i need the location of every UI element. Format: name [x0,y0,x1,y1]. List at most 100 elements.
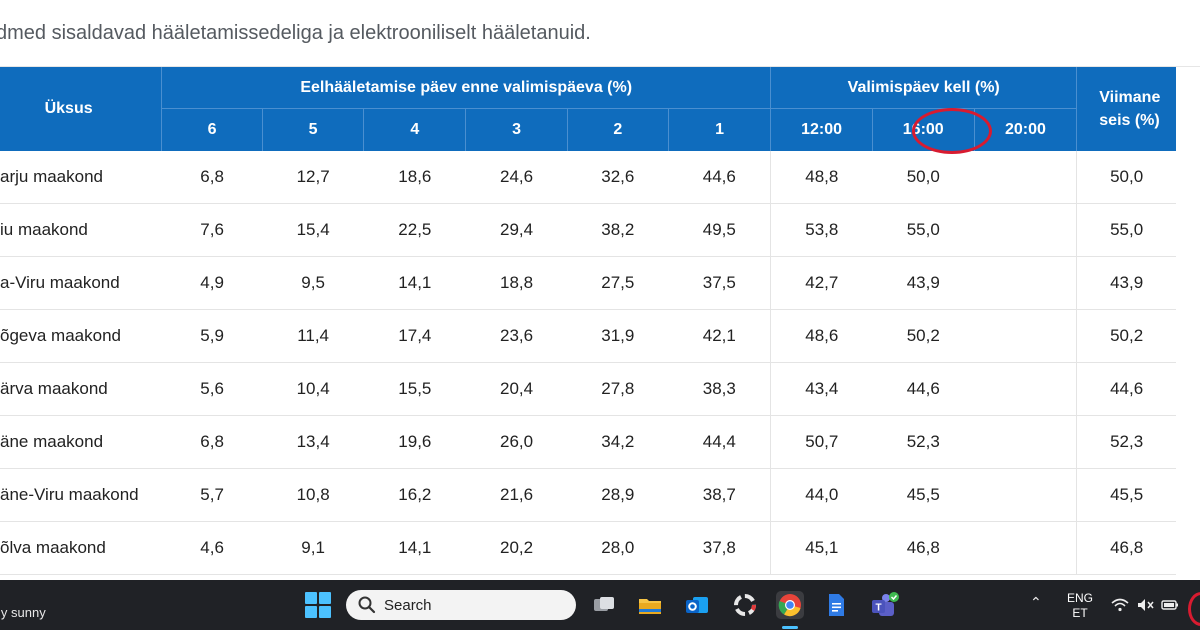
table-cell: 52,3 [872,415,975,469]
table-cell: 53,8 [770,203,873,257]
active-app-indicator [782,626,798,629]
app-icon[interactable] [731,591,759,619]
table-cell: 7,6 [161,203,263,257]
windows-taskbar: ly sunny Search [0,580,1200,630]
table-cell: 15,5 [363,362,466,416]
table-cell: 19,6 [363,415,466,469]
table-cell [974,256,1077,310]
table-cell: 5,7 [161,468,263,522]
table-cell: 31,9 [567,309,669,363]
early-day-header: 1 [667,108,771,151]
row-unit-name: õgeva maakond [0,309,162,363]
table-cell: 10,4 [262,362,364,416]
table-cell: 6,8 [161,151,263,204]
table-cell: 13,4 [262,415,364,469]
speaker-muted-icon[interactable] [1135,595,1155,615]
table-cell: 5,6 [161,362,263,416]
windows-start-icon[interactable] [305,592,331,618]
table-row: äne-Viru maakond 5,7 10,8 16,2 21,6 28,9 38,7 4… [0,468,1176,522]
table-cell [974,151,1077,204]
weather-widget[interactable]: ly sunny [0,605,46,620]
election-day-header: Valimispäev kell (%) [770,67,1077,109]
language-line-2: ET [1072,606,1088,620]
row-unit-name: äne-Viru maakond [0,468,162,522]
table-cell: 6,8 [161,415,263,469]
table-cell: 38,2 [567,203,669,257]
table-cell: 15,4 [262,203,364,257]
table-cell [974,521,1077,575]
early-day-header: 6 [161,108,263,151]
input-language-indicator[interactable]: ENG ET [1066,591,1094,621]
table-cell: 20,4 [465,362,568,416]
wifi-icon[interactable] [1110,595,1130,615]
table-row: arju maakond 6,8 12,7 18,6 24,6 32,6 44,6 48,8 5… [0,151,1176,204]
table-cell: 43,9 [1076,256,1176,310]
table-cell: 50,0 [872,151,975,204]
turnout-table: Üksus Eelhääletamise päev enne valimispä… [0,67,1176,575]
chrome-icon[interactable] [776,591,804,619]
table-cell: 4,9 [161,256,263,310]
table-cell: 14,1 [363,256,466,310]
row-unit-name: õlva maakond [0,521,162,575]
table-cell: 52,3 [1076,415,1176,469]
teams-icon[interactable]: T [868,591,902,619]
show-hidden-icons-chevron-icon[interactable]: ⌃ [1030,594,1042,610]
table-cell: 48,6 [770,309,873,363]
table-cell [974,362,1077,416]
table-cell [974,415,1077,469]
table-cell [974,203,1077,257]
row-unit-name: äne maakond [0,415,162,469]
table-cell [974,468,1077,522]
table-cell: 21,6 [465,468,568,522]
table-cell: 24,6 [465,151,568,204]
latest-status-header-line1: Viimane [1099,89,1161,106]
early-voting-header: Eelhääletamise päev enne valimispäeva (%… [161,67,771,109]
svg-text:T: T [875,603,881,614]
early-day-header: 5 [261,108,364,151]
search-icon [358,596,376,614]
docs-icon[interactable] [822,591,850,619]
table-cell: 14,1 [363,521,466,575]
outlook-icon[interactable] [683,591,711,619]
table-row: õgeva maakond 5,9 11,4 17,4 23,6 31,9 42,1 48,6… [0,309,1176,363]
table-cell: 44,6 [1076,362,1176,416]
table-cell: 44,4 [668,415,771,469]
table-cell: 27,8 [567,362,669,416]
divider [0,66,1200,67]
row-unit-name: iu maakond [0,203,162,257]
table-cell: 55,0 [872,203,975,257]
file-explorer-icon[interactable] [636,591,664,619]
table-row: ärva maakond 5,6 10,4 15,5 20,4 27,8 38,3 43,4 4… [0,362,1176,416]
table-cell: 26,0 [465,415,568,469]
task-view-icon[interactable] [590,591,618,619]
table-cell: 9,1 [262,521,364,575]
battery-icon[interactable] [1160,595,1180,615]
search-placeholder: Search [384,597,432,614]
table-row: a-Viru maakond 4,9 9,5 14,1 18,8 27,5 37,5 42,7… [0,256,1176,310]
table-cell: 50,2 [872,309,975,363]
table-cell: 5,9 [161,309,263,363]
table-cell: 43,9 [872,256,975,310]
table-cell: 55,0 [1076,203,1176,257]
early-day-header: 2 [566,108,669,151]
table-cell: 50,0 [1076,151,1176,204]
table-cell: 50,7 [770,415,873,469]
table-cell: 46,8 [1076,521,1176,575]
row-unit-name: ärva maakond [0,362,162,416]
taskbar-search-box[interactable]: Search [346,590,576,620]
table-cell: 44,0 [770,468,873,522]
table-cell: 34,2 [567,415,669,469]
red-circle-annotation-taskbar [1188,592,1200,626]
election-time-header: 16:00 [871,108,975,151]
table-cell: 50,2 [1076,309,1176,363]
early-day-header: 4 [363,108,466,151]
table-cell: 17,4 [363,309,466,363]
table-cell: 43,4 [770,362,873,416]
row-unit-name: arju maakond [0,151,162,204]
table-cell: 29,4 [465,203,568,257]
table-cell: 38,7 [668,468,771,522]
table-cell: 42,1 [668,309,771,363]
table-row: iu maakond 7,6 15,4 22,5 29,4 38,2 49,5 53,8 55,… [0,203,1176,257]
table-cell: 27,5 [567,256,669,310]
table-row: õlva maakond 4,6 9,1 14,1 20,2 28,0 37,8 45,1 46… [0,521,1176,575]
